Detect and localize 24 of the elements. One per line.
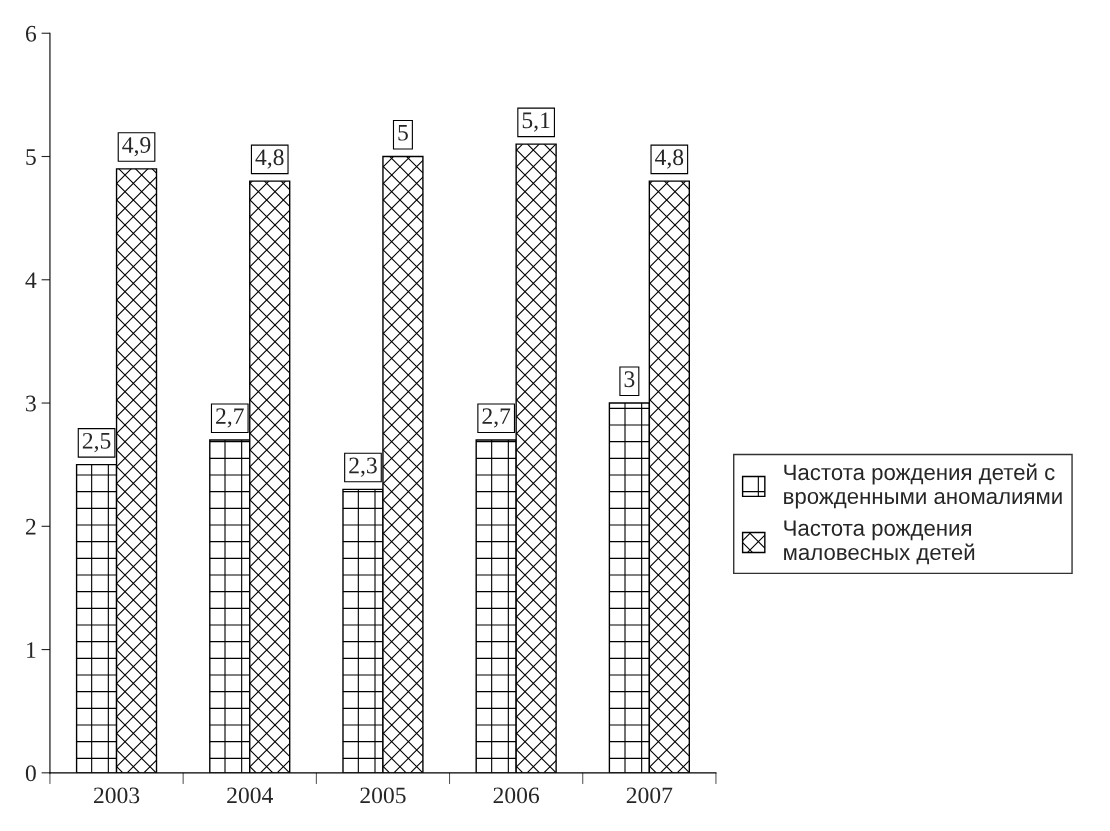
y-tick-label: 1 (27, 642, 36, 658)
data-label: 2,7 (482, 408, 511, 428)
legend-label: Частота рождения детей с врожденными аномалиями (784, 463, 1062, 509)
data-label: 2,7 (216, 408, 244, 428)
data-label: 5,1 (522, 112, 550, 132)
y-tick-label: 0 (25, 765, 36, 782)
data-label: 4,9 (122, 137, 151, 157)
x-tick-label: 2007 (626, 787, 673, 804)
y-tick-label: 6 (25, 25, 37, 42)
legend-label: Частота рождения маловесных детей (784, 520, 975, 565)
x-tick-label: 2006 (493, 787, 540, 804)
x-tick-label: 2004 (227, 787, 273, 804)
data-label: 2,5 (82, 432, 111, 453)
y-tick-label: 5 (26, 149, 36, 165)
data-label: 4,8 (655, 149, 684, 169)
y-tick-label: 2 (25, 518, 36, 535)
data-label: 3 (624, 371, 635, 388)
y-tick-label: 3 (26, 395, 36, 412)
data-label: 5 (398, 124, 408, 141)
x-tick-label: 2003 (93, 787, 140, 804)
y-tick-label: 4 (25, 272, 37, 288)
data-label: 4,8 (255, 149, 284, 169)
data-label: 2,3 (349, 457, 377, 477)
x-tick-label: 2005 (360, 787, 406, 804)
